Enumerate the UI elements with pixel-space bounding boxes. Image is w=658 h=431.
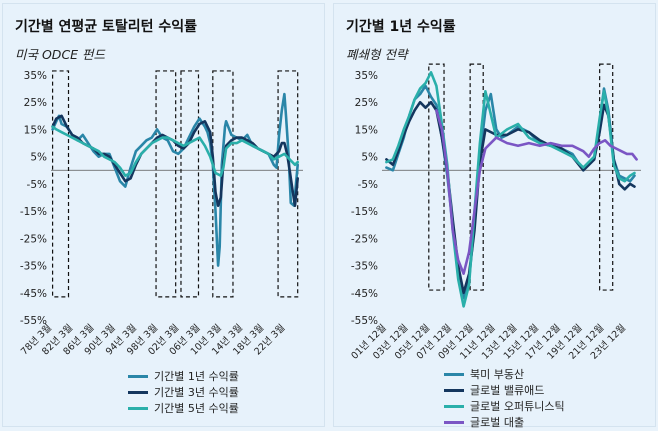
highlight-period-box xyxy=(155,70,177,298)
legend-item: 글로벌 오퍼튜니스틱 xyxy=(444,398,565,414)
legend-label: 글로벌 오퍼튜니스틱 xyxy=(470,400,565,413)
y-tick-label: -55% xyxy=(351,315,378,327)
y-tick-label: 25% xyxy=(355,97,378,109)
legend-label: 글로벌 대출 xyxy=(470,416,525,429)
highlight-period-box xyxy=(469,63,484,291)
highlight-period-box xyxy=(51,70,70,298)
legend-item: 기간별 5년 수익률 xyxy=(128,400,239,416)
legend-label: 기간별 1년 수익률 xyxy=(154,370,239,383)
legend-swatch xyxy=(444,420,464,424)
legend-item: 기간별 1년 수익률 xyxy=(128,368,239,384)
series-line xyxy=(385,71,636,308)
y-tick-label: -55% xyxy=(20,315,47,327)
chart-panel-left: 기간별 연평균 토탈리턴 수익률 미국 ODCE 펀드 35% 25% 15% 5% -… xyxy=(2,3,325,427)
legend-swatch xyxy=(444,404,464,408)
legend-item: 글로벌 대출 xyxy=(444,414,565,430)
y-tick-label: -35% xyxy=(351,261,378,273)
highlight-period-box xyxy=(180,70,200,298)
series-line xyxy=(435,109,638,276)
legend-swatch xyxy=(128,406,148,410)
chart-title: 기간별 1년 수익률 xyxy=(346,19,456,35)
line-chart-left: 35%25%15%5%-5%-15%-25%-35%-45%-55%78년 3월… xyxy=(18,70,303,357)
series-line xyxy=(51,125,300,177)
legend-label: 북미 부동산 xyxy=(470,368,525,381)
chart-subtitle: 폐쇄형 전략 xyxy=(346,47,408,62)
y-tick-label: 5% xyxy=(30,152,47,164)
legend-label: 기간별 3년 수익률 xyxy=(154,386,239,399)
series-line xyxy=(385,100,636,295)
line-chart-right: 35%25%15%5%-5%-15%-25%-35%-45%-55%01년 12… xyxy=(349,63,641,362)
legend-item: 북미 부동산 xyxy=(444,366,565,382)
series-line xyxy=(385,84,636,300)
legend-swatch xyxy=(444,372,464,376)
y-tick-label: 35% xyxy=(24,70,47,82)
y-tick-label: -5% xyxy=(358,179,378,191)
y-tick-label: 5% xyxy=(361,152,378,164)
y-tick-label: -15% xyxy=(20,206,47,218)
legend-label: 기간별 5년 수익률 xyxy=(154,402,239,415)
y-tick-label: 15% xyxy=(355,124,378,136)
highlight-period-box xyxy=(428,63,445,291)
y-tick-label: -45% xyxy=(351,288,378,300)
series-line xyxy=(51,92,300,267)
chart-title: 기간별 연평균 토탈리턴 수익률 xyxy=(15,19,198,35)
highlight-period-box xyxy=(277,70,299,298)
y-tick-label: -25% xyxy=(20,233,47,245)
y-tick-label: 25% xyxy=(24,97,47,109)
y-tick-label: -15% xyxy=(351,206,378,218)
legend-swatch xyxy=(128,374,148,378)
y-tick-label: -25% xyxy=(351,233,378,245)
y-tick-label: 15% xyxy=(24,124,47,136)
y-tick-label: -45% xyxy=(20,288,47,300)
legend-swatch xyxy=(128,390,148,394)
y-tick-label: -5% xyxy=(27,179,47,191)
legend-item: 기간별 3년 수익률 xyxy=(128,384,239,400)
y-tick-label: 35% xyxy=(355,70,378,82)
chart-subtitle: 미국 ODCE 펀드 xyxy=(15,47,106,62)
y-tick-label: -35% xyxy=(20,261,47,273)
legend-swatch xyxy=(444,388,464,392)
highlight-period-box xyxy=(599,63,614,291)
legend-item: 글로벌 밸류애드 xyxy=(444,382,565,398)
legend-label: 글로벌 밸류애드 xyxy=(470,384,545,397)
chart-panel-right: 기간별 1년 수익률 폐쇄형 전략 35% 25% 15% 5% -5% -15% -25%… xyxy=(333,3,656,430)
